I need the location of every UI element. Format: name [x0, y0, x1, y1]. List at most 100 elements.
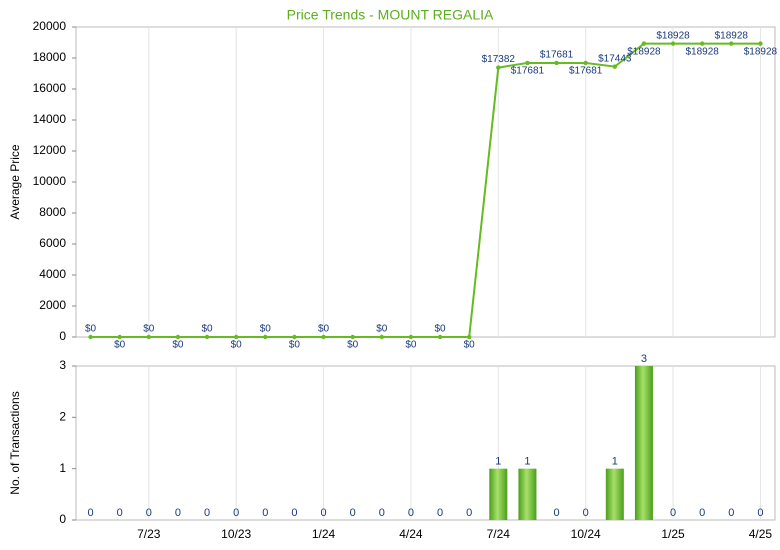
value-label: 0 [379, 507, 385, 519]
value-label: $0 [376, 324, 388, 335]
point [729, 41, 734, 46]
value-label: $0 [464, 340, 476, 351]
point [263, 334, 268, 340]
y-axis-title: Average Price [8, 144, 22, 219]
y-tick-label: 0 [59, 512, 66, 526]
point [496, 65, 501, 70]
y-tick-label: 12000 [33, 143, 67, 157]
point [292, 334, 297, 340]
value-label: $17382 [482, 54, 516, 65]
point [554, 60, 559, 66]
value-label: 0 [117, 507, 123, 519]
value-label: $0 [347, 340, 359, 351]
y-tick-label: 14000 [33, 112, 67, 126]
y-tick-label: 3 [59, 358, 66, 372]
x-tick-label: 10/24 [571, 527, 601, 541]
value-label: 0 [554, 507, 560, 519]
value-label: 0 [437, 507, 443, 519]
value-label: $18928 [627, 46, 661, 57]
value-label: 0 [670, 507, 676, 519]
point [321, 334, 326, 340]
y-tick-label: 10000 [33, 174, 67, 188]
plot-area [75, 26, 776, 338]
value-label: $17681 [511, 66, 545, 77]
value-label: $0 [172, 340, 184, 351]
value-label: 0 [699, 507, 705, 519]
value-label: 0 [321, 507, 327, 519]
value-label: $17681 [569, 66, 603, 77]
bar [518, 468, 537, 520]
y-tick-label: 1 [59, 461, 66, 475]
plot-area [75, 365, 776, 521]
value-label: $0 [435, 324, 447, 335]
value-label: $0 [143, 324, 155, 335]
y-tick-label: 8000 [39, 205, 66, 219]
point [146, 334, 152, 340]
value-label: 0 [583, 507, 589, 519]
value-label: 0 [146, 507, 152, 519]
value-label: $0 [289, 340, 301, 351]
point [350, 334, 355, 340]
value-label: 1 [495, 456, 501, 468]
x-tick-label: 1/24 [312, 527, 336, 541]
point [408, 334, 414, 340]
value-label: 1 [524, 456, 530, 468]
y-tick-label: 4000 [39, 267, 66, 281]
x-tick-label: 1/25 [661, 527, 685, 541]
x-tick-label: 7/23 [137, 527, 161, 541]
point [466, 334, 472, 340]
value-label: 0 [204, 507, 210, 519]
value-label: 0 [175, 507, 181, 519]
value-label: $17443 [598, 53, 632, 64]
value-label: 3 [641, 353, 647, 365]
y-tick-label: 18000 [33, 50, 67, 64]
value-label: $0 [202, 324, 214, 335]
price-line [90, 42, 761, 338]
point [175, 334, 181, 340]
value-label: 0 [88, 507, 94, 519]
y-tick-label: 16000 [33, 81, 67, 95]
point [670, 41, 676, 46]
point [117, 334, 122, 340]
point [583, 60, 588, 66]
value-label: $17681 [540, 50, 574, 61]
point [204, 334, 210, 340]
value-label: $0 [318, 324, 330, 335]
value-label: $18928 [715, 30, 749, 41]
value-label: $0 [85, 324, 97, 335]
x-tick-label: 7/24 [487, 527, 511, 541]
value-label: 0 [233, 507, 239, 519]
value-label: $0 [114, 340, 126, 351]
x-tick-label: 4/25 [749, 527, 773, 541]
y-tick-label: 2000 [39, 298, 66, 312]
value-label: $0 [260, 324, 272, 335]
value-label: 0 [262, 507, 268, 519]
point [699, 41, 705, 46]
point [379, 334, 385, 340]
point [758, 41, 763, 46]
value-label: $18928 [656, 30, 690, 41]
point [641, 41, 647, 46]
y-tick-label: 0 [59, 329, 66, 343]
value-label: 0 [408, 507, 414, 519]
value-label: $0 [231, 340, 243, 351]
value-label: 0 [757, 507, 763, 519]
x-tick-label: 4/24 [399, 527, 423, 541]
value-label: 0 [291, 507, 297, 519]
y-tick-label: 20000 [33, 19, 67, 33]
bar [634, 366, 653, 520]
chart-title: Price Trends - MOUNT REGALIA [287, 7, 494, 23]
point [88, 334, 93, 340]
value-label: 1 [612, 456, 618, 468]
y-axis-title: No. of Transactions [8, 391, 22, 494]
value-label: 0 [728, 507, 734, 519]
y-tick-label: 6000 [39, 236, 66, 250]
bar [489, 468, 508, 520]
y-tick-label: 2 [59, 410, 66, 424]
value-label: 0 [350, 507, 356, 519]
point [233, 334, 239, 340]
point [437, 334, 443, 340]
value-label: $18928 [686, 46, 720, 57]
point [612, 64, 618, 69]
